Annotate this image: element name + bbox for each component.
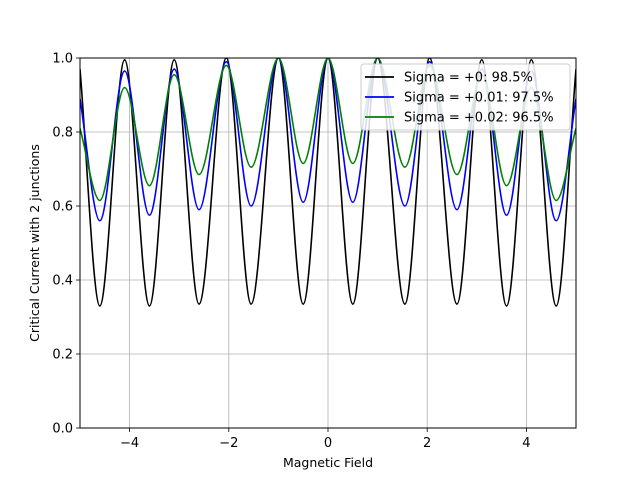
y-tick-label: 0.0 [52, 422, 73, 437]
y-axis: 0.0 0.2 0.4 0.6 0.8 1.0 [52, 52, 80, 437]
series-line-2 [80, 58, 576, 202]
x-tick-label: 2 [423, 436, 431, 451]
legend-entry: Sigma = +0: 98.5% [404, 71, 533, 86]
x-tick-label: −4 [120, 436, 139, 451]
x-tick-label: 4 [522, 436, 530, 451]
y-tick-label: 0.8 [52, 126, 73, 141]
y-axis-label: Critical Current with 2 junctions [27, 144, 42, 342]
y-tick-label: 0.6 [52, 200, 73, 215]
x-tick-label: −2 [219, 436, 238, 451]
y-tick-label: 1.0 [52, 52, 73, 67]
legend-box [360, 63, 571, 131]
x-tick-label: 0 [324, 436, 332, 451]
x-axis: −4 −2 0 2 4 [120, 428, 531, 451]
series-line-0 [80, 58, 576, 307]
legend-entry: Sigma = +0.01: 97.5% [404, 91, 554, 106]
legend-entry: Sigma = +0.02: 96.5% [404, 111, 554, 126]
series-layer [80, 58, 576, 307]
series-line-1 [80, 58, 576, 222]
y-tick-label: 0.2 [52, 348, 73, 363]
legend: Sigma = +0: 98.5% Sigma = +0.01: 97.5% Sig… [360, 63, 571, 131]
x-axis-label: Magnetic Field [283, 455, 373, 470]
y-tick-label: 0.4 [52, 274, 73, 289]
